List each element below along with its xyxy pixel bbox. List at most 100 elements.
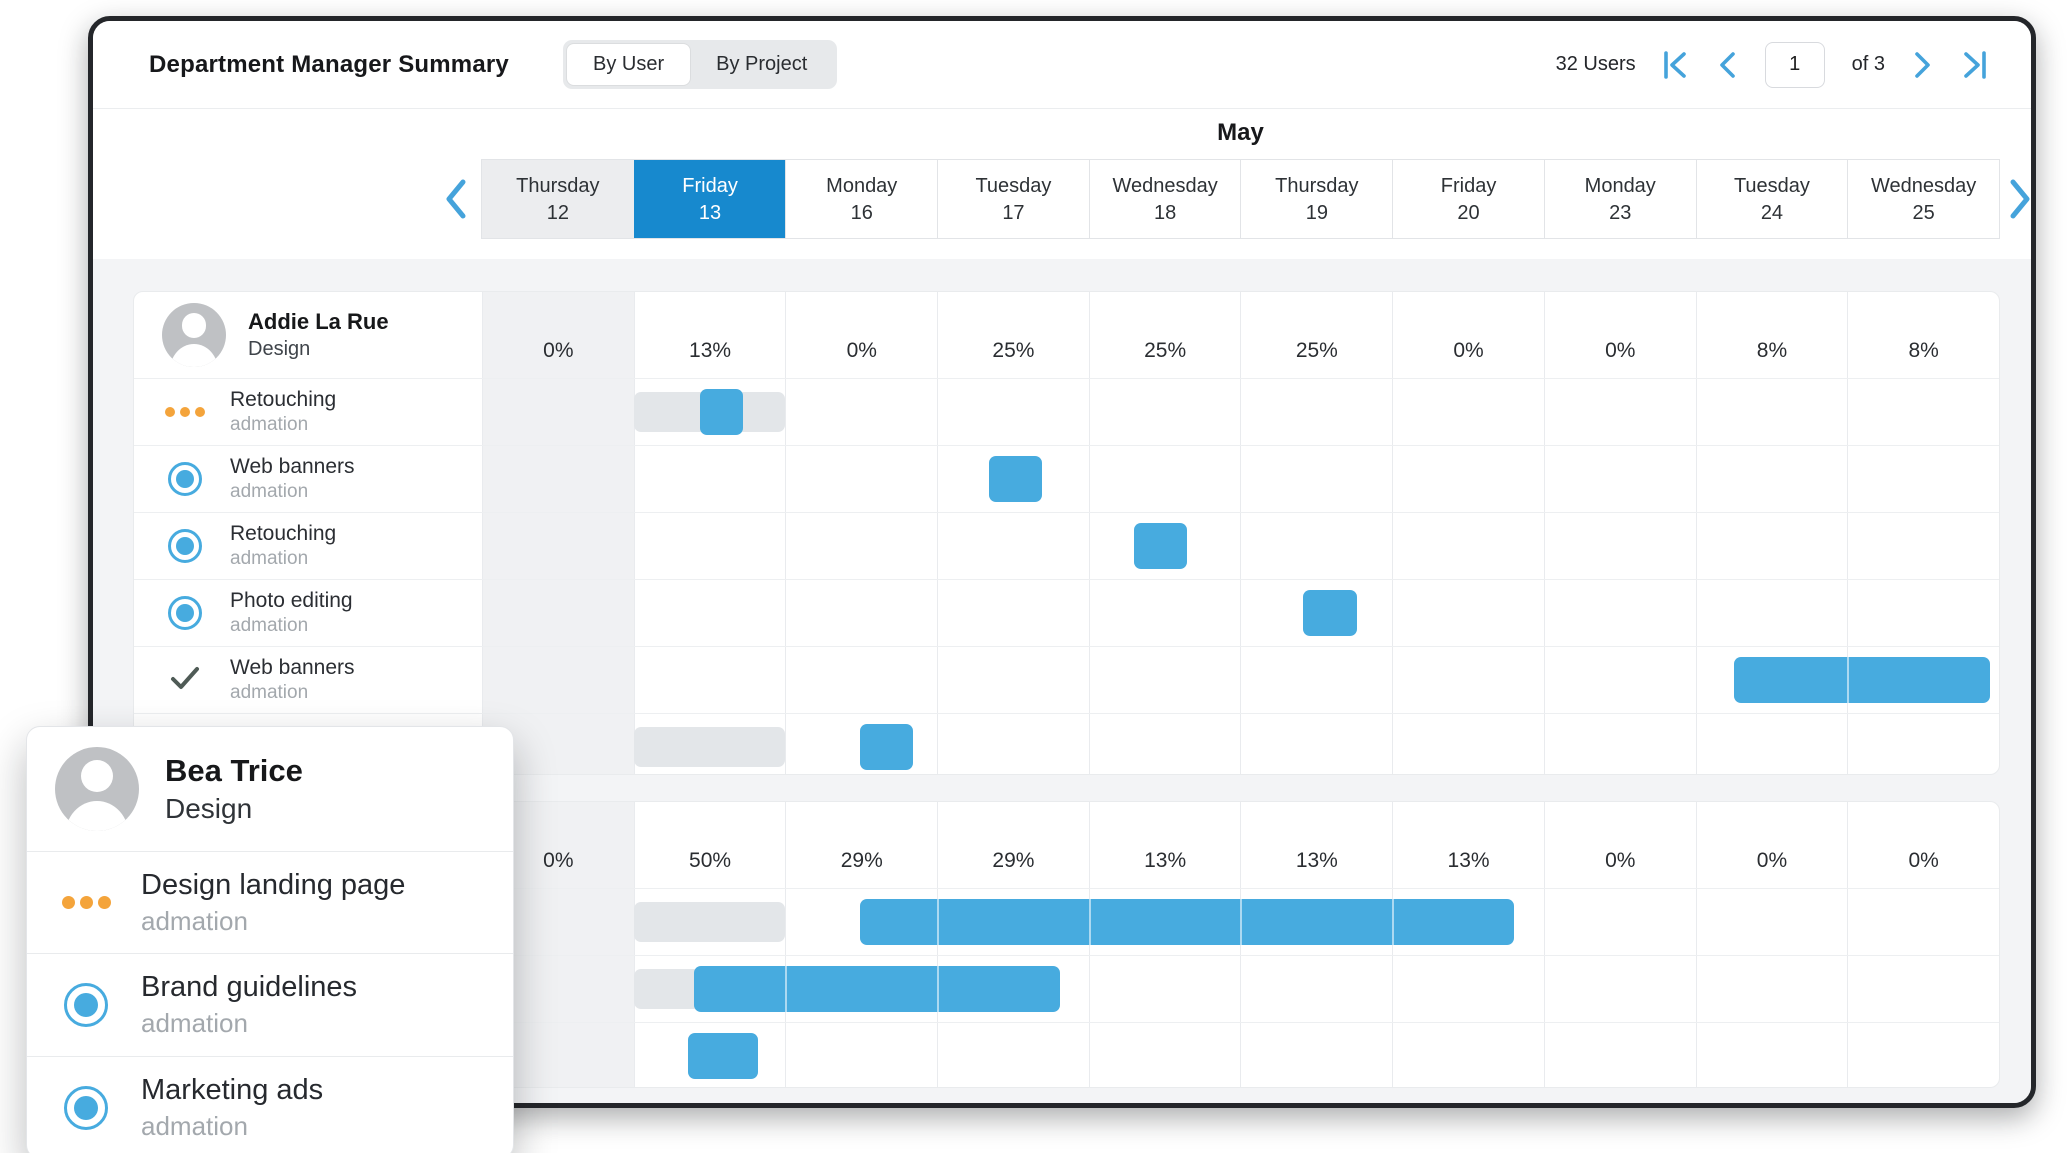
gantt-bar-actual[interactable] (1733, 657, 1990, 703)
day-cell[interactable] (1543, 379, 1696, 445)
day-cell[interactable] (1695, 513, 1848, 579)
day-cell[interactable] (785, 714, 937, 774)
day-cell[interactable] (937, 714, 1089, 774)
day-cell[interactable] (1543, 714, 1696, 774)
gantt-bar-actual[interactable] (1134, 523, 1188, 569)
popup-project-item[interactable]: Brand guidelines admation (27, 953, 513, 1055)
day-cell[interactable] (785, 647, 937, 713)
tab-by-project[interactable]: By Project (716, 53, 808, 75)
day-cell[interactable] (1088, 714, 1241, 774)
day-cell[interactable] (785, 580, 937, 646)
day-cell[interactable] (1847, 714, 1999, 774)
day-header-tuesday-17[interactable]: Tuesday 17 (937, 160, 1089, 238)
previous-days-button[interactable] (443, 177, 469, 221)
user-summary-row[interactable]: Addie La Rue Design 0% 13% 0% 25% 25% 25% 0% 0% 8%… (134, 292, 1999, 378)
gantt-bar-actual[interactable] (694, 966, 1060, 1012)
day-cell[interactable] (1847, 379, 1999, 445)
day-cell[interactable] (1392, 647, 1544, 713)
day-cell[interactable] (785, 379, 937, 445)
day-cell[interactable] (1543, 1023, 1696, 1087)
day-cell[interactable] (1392, 1023, 1544, 1087)
day-cell[interactable] (482, 446, 634, 512)
day-cell[interactable] (1847, 889, 1999, 955)
tab-by-user[interactable]: By User (566, 44, 691, 85)
day-cell[interactable] (1088, 446, 1241, 512)
day-cell[interactable] (633, 580, 786, 646)
day-cell[interactable] (1088, 647, 1241, 713)
day-cell[interactable] (1240, 647, 1392, 713)
day-cell[interactable] (1240, 446, 1392, 512)
day-cell[interactable] (1240, 513, 1392, 579)
day-header-monday-16[interactable]: Monday 16 (785, 160, 938, 238)
day-cell[interactable] (633, 647, 786, 713)
day-cell[interactable] (1392, 379, 1544, 445)
gantt-bar-actual[interactable] (859, 724, 913, 770)
day-cell[interactable] (1088, 580, 1241, 646)
day-header-monday-23[interactable]: Monday 23 (1543, 160, 1696, 238)
project-row[interactable]: Web banners admation (134, 646, 1999, 713)
project-row[interactable]: Retouching admation (134, 378, 1999, 445)
day-header-wednesday-18[interactable]: Wednesday 18 (1088, 160, 1241, 238)
day-cell[interactable] (1695, 956, 1848, 1022)
gantt-bar-planned[interactable] (633, 902, 786, 942)
next-page-button[interactable] (1912, 51, 1934, 79)
last-page-button[interactable] (1961, 50, 1987, 79)
day-cell[interactable] (1392, 956, 1544, 1022)
previous-page-button[interactable] (1716, 51, 1738, 79)
day-cell[interactable] (1847, 513, 1999, 579)
day-cell[interactable] (937, 513, 1089, 579)
day-cell[interactable] (1543, 889, 1696, 955)
day-cell[interactable] (785, 889, 937, 955)
day-cell[interactable] (937, 379, 1089, 445)
page-number-input[interactable] (1764, 41, 1825, 88)
day-cell[interactable] (1695, 1023, 1848, 1087)
project-row[interactable]: Photo editing admation (134, 579, 1999, 646)
day-cell[interactable] (1695, 647, 1848, 713)
day-cell[interactable] (1088, 513, 1241, 579)
day-cell[interactable] (1240, 580, 1392, 646)
day-cell[interactable] (633, 446, 786, 512)
day-cell[interactable] (1240, 379, 1392, 445)
day-cell[interactable] (1543, 446, 1696, 512)
day-cell[interactable] (1847, 446, 1999, 512)
day-cell[interactable] (1695, 446, 1848, 512)
day-header-tuesday-24[interactable]: Tuesday 24 (1695, 160, 1848, 238)
day-cell[interactable] (482, 580, 634, 646)
day-cell[interactable] (633, 1023, 786, 1087)
day-cell[interactable] (1088, 1023, 1241, 1087)
day-cell[interactable] (937, 647, 1089, 713)
day-cell[interactable] (785, 446, 937, 512)
gantt-bar-actual[interactable] (688, 1033, 759, 1079)
day-cell[interactable] (937, 1023, 1089, 1087)
day-cell[interactable] (633, 513, 786, 579)
day-cell[interactable] (1695, 580, 1848, 646)
day-header-friday-20[interactable]: Friday 20 (1392, 160, 1544, 238)
gantt-bar-actual[interactable] (859, 899, 1514, 945)
day-cell[interactable] (1847, 1023, 1999, 1087)
gantt-bar-actual[interactable] (1302, 590, 1358, 636)
day-cell[interactable] (1695, 379, 1848, 445)
day-cell[interactable] (482, 647, 634, 713)
day-cell[interactable] (937, 446, 1089, 512)
day-cell[interactable] (1543, 956, 1696, 1022)
gantt-bar-actual[interactable] (988, 456, 1042, 502)
day-cell[interactable] (1392, 446, 1544, 512)
popup-user-header[interactable]: Bea Trice Design (27, 727, 513, 851)
day-cell[interactable] (1695, 889, 1848, 955)
day-cell[interactable] (785, 1023, 937, 1087)
day-cell[interactable] (1392, 513, 1544, 579)
day-cell[interactable] (1847, 956, 1999, 1022)
day-cell[interactable] (482, 513, 634, 579)
day-cell[interactable] (1240, 1023, 1392, 1087)
project-row[interactable]: Web banners admation (134, 445, 1999, 512)
popup-project-item[interactable]: Marketing ads admation (27, 1055, 513, 1153)
first-page-button[interactable] (1663, 50, 1689, 79)
day-header-thursday-12[interactable]: Thursday 12 (482, 160, 634, 238)
day-cell[interactable] (1088, 956, 1241, 1022)
day-cell[interactable] (1088, 379, 1241, 445)
day-cell[interactable] (937, 580, 1089, 646)
day-cell[interactable] (1240, 956, 1392, 1022)
gantt-bar-actual[interactable] (700, 389, 743, 435)
day-cell[interactable] (1695, 714, 1848, 774)
day-cell[interactable] (1392, 580, 1544, 646)
